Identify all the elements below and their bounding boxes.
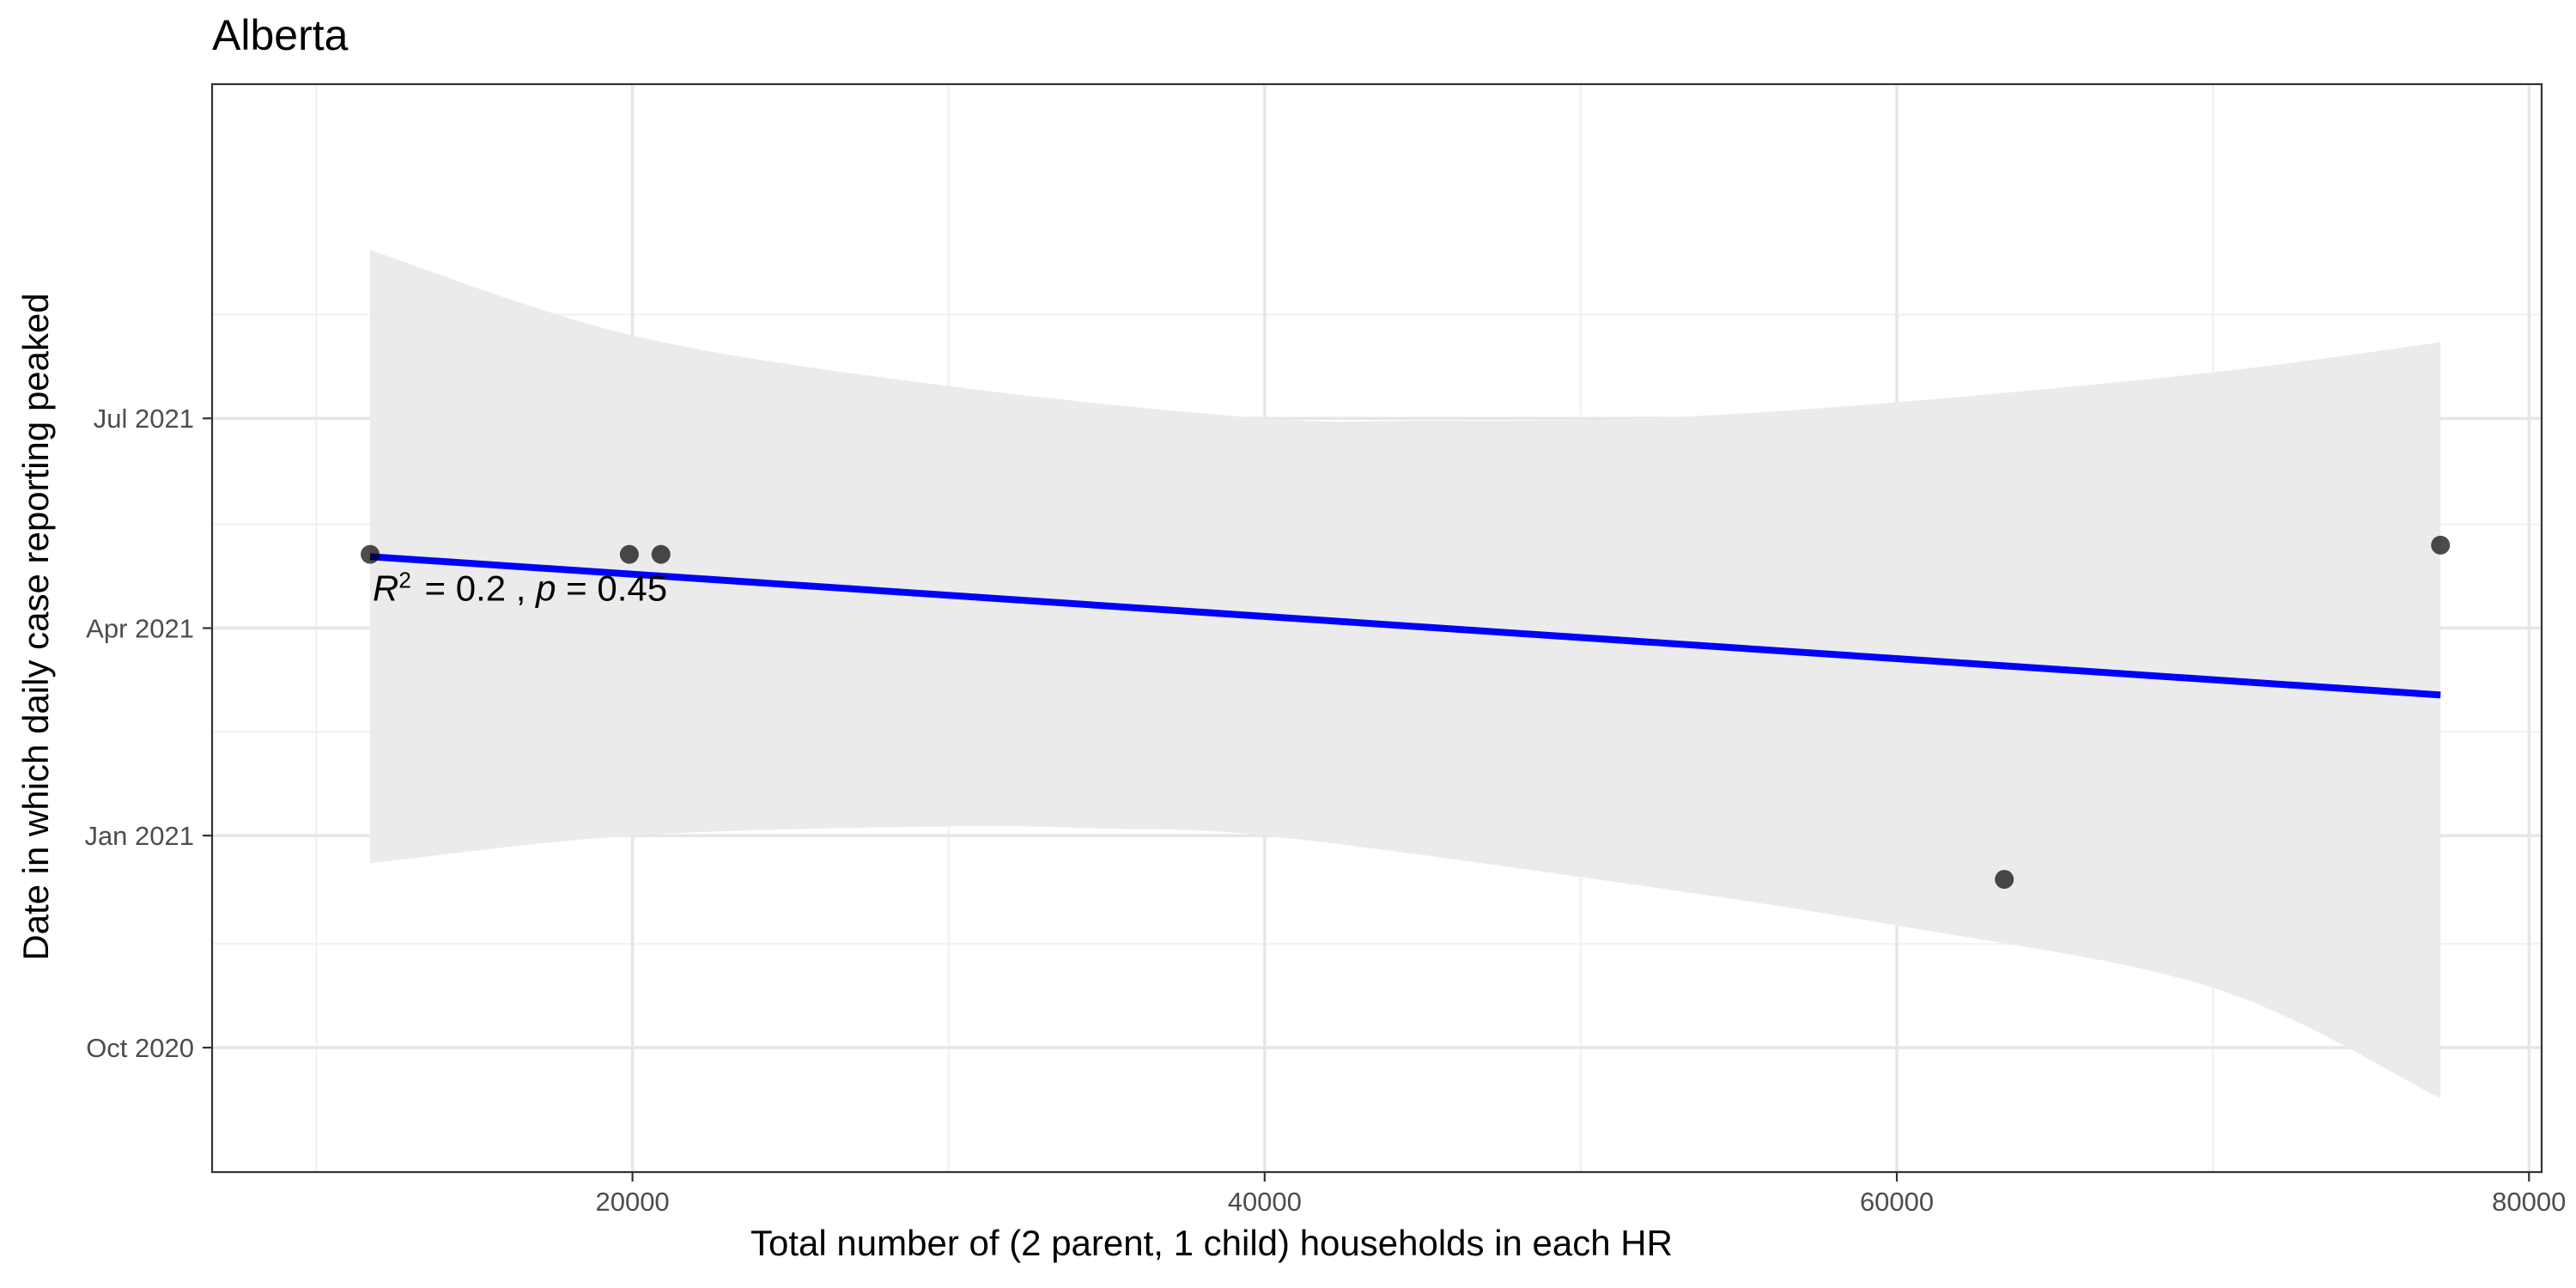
- x-tick-label: 80000: [2492, 1187, 2566, 1217]
- data-point: [361, 544, 380, 564]
- x-tick-label: 40000: [1228, 1187, 1302, 1217]
- y-axis: Oct 2020 Jan 2021 Apr 2021 Jul 2021: [84, 404, 212, 1063]
- data-point: [651, 544, 671, 564]
- data-points: [361, 535, 2451, 890]
- x-axis-title: Total number of (2 parent, 1 child) hous…: [750, 1223, 1673, 1263]
- data-point: [619, 544, 639, 564]
- x-axis: 20000 40000 60000 80000: [595, 1172, 2566, 1217]
- data-point: [1995, 870, 2014, 890]
- y-tick-label: Jan 2021: [84, 821, 194, 851]
- chart-title: Alberta: [212, 11, 349, 59]
- y-tick-label: Oct 2020: [86, 1033, 194, 1063]
- y-tick-label: Apr 2021: [86, 614, 194, 644]
- x-tick-label: 60000: [1860, 1187, 1934, 1217]
- y-axis-title: Date in which daily case reporting peake…: [15, 293, 56, 960]
- x-tick-label: 20000: [595, 1187, 669, 1217]
- confidence-band: [370, 250, 2441, 1099]
- y-tick-label: Jul 2021: [94, 404, 194, 434]
- regression-line: [369, 553, 2441, 699]
- data-point: [2431, 535, 2451, 555]
- regression-annotation: R2 = 0.2 , p = 0.45: [373, 568, 667, 609]
